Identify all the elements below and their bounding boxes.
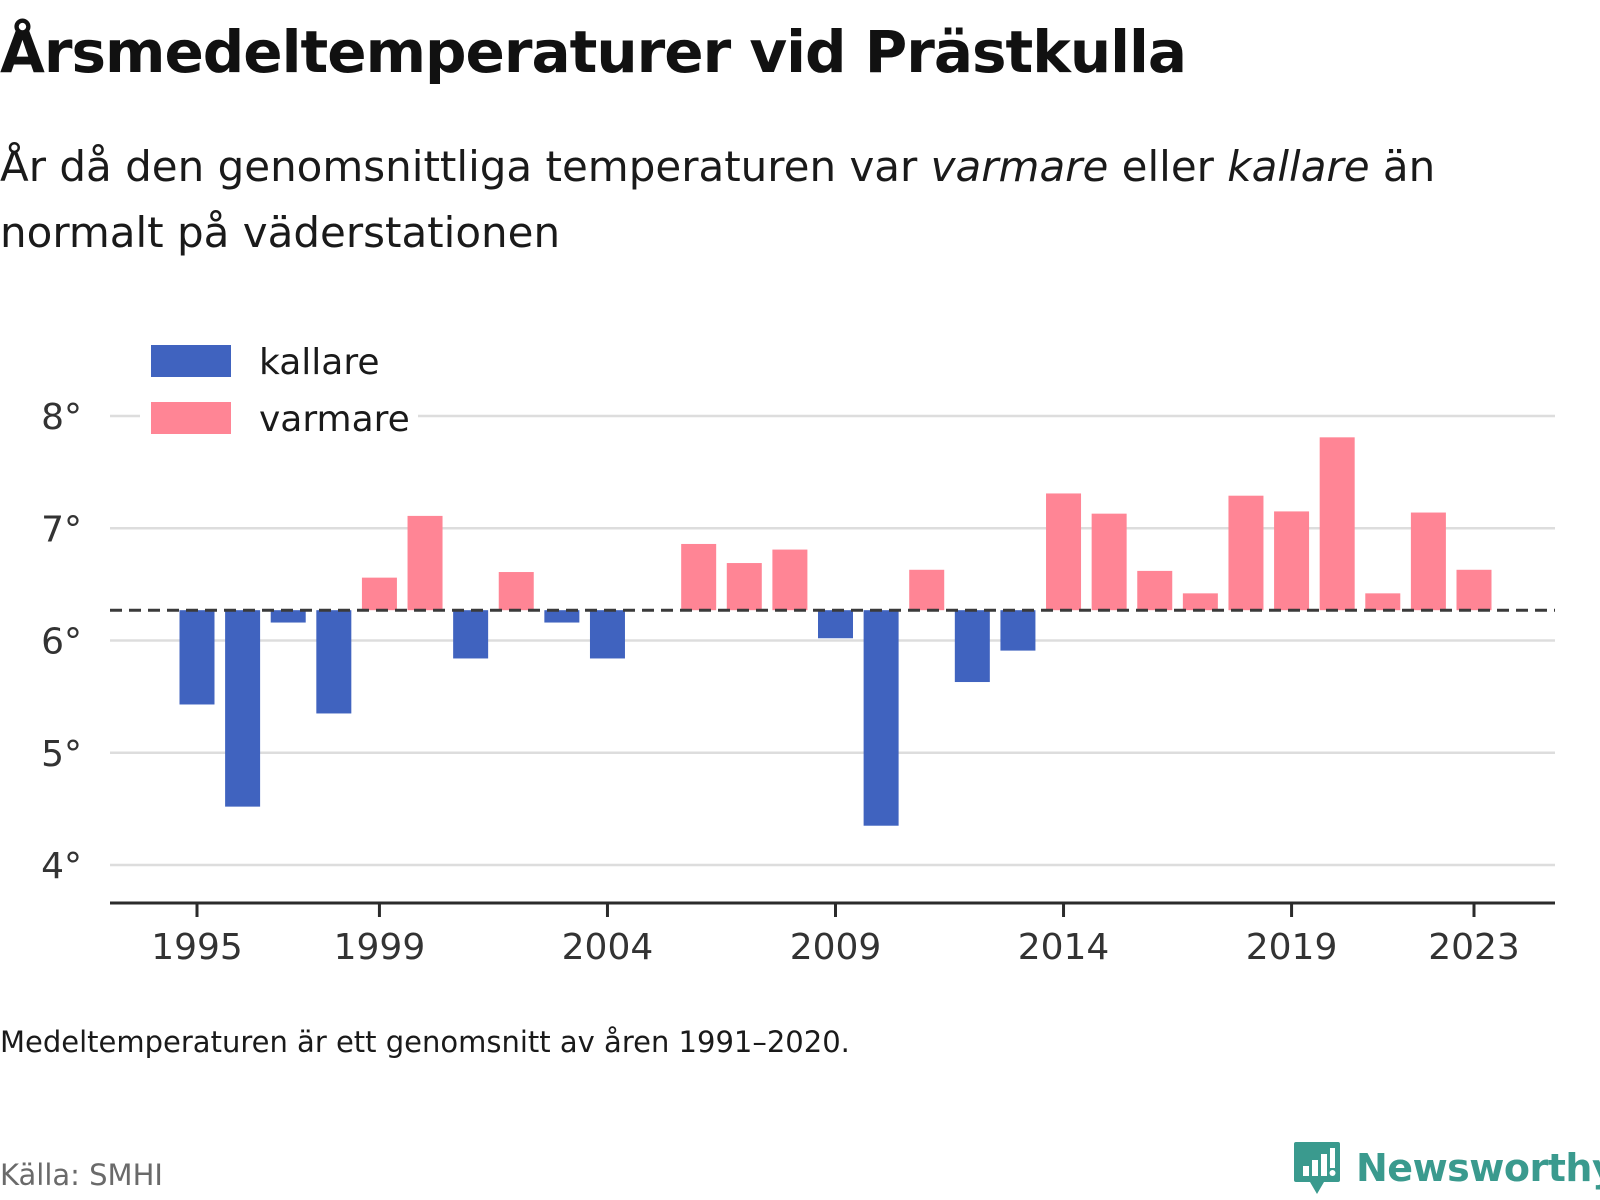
chart-subtitle: År då den genomsnittliga temperaturen va… <box>0 134 1540 266</box>
bar-1995 <box>179 610 215 705</box>
x-tick-label: 1999 <box>334 927 426 968</box>
bar-2000 <box>407 515 443 611</box>
bar-2023 <box>1456 569 1492 611</box>
bars <box>179 437 1492 826</box>
subtitle-colder: kallare <box>1227 142 1370 191</box>
bar-2017 <box>1182 593 1218 611</box>
source-label: Källa: SMHI <box>0 1158 163 1192</box>
bar-2013 <box>1000 610 1036 651</box>
y-tick-label: 7° <box>41 509 82 550</box>
legend-label: kallare <box>259 342 380 383</box>
footnote: Medeltemperaturen är ett genomsnitt av å… <box>0 1025 850 1059</box>
x-tick-label: 2004 <box>562 927 654 968</box>
chart-title: Årsmedeltemperaturer vid Prästkulla <box>0 18 1187 86</box>
y-axis-labels: 4° 5° 6° 7° 8° <box>41 397 82 887</box>
y-tick-label: 5° <box>41 734 82 775</box>
brand-name: Newsworthy <box>1356 1146 1600 1190</box>
legend-swatch <box>151 345 231 377</box>
legend-label: varmare <box>259 399 410 440</box>
bar-2018 <box>1228 495 1264 611</box>
y-tick-label: 8° <box>41 397 82 438</box>
bar-2014 <box>1046 493 1082 611</box>
x-axis: 1995 1999 2004 2009 2014 2019 2023 <box>110 901 1555 968</box>
bar-2007 <box>726 563 762 611</box>
bar-2002 <box>498 572 534 611</box>
x-tick-label: 2009 <box>790 927 882 968</box>
subtitle-text: År då den genomsnittliga temperaturen va… <box>0 142 931 191</box>
x-tick-label: 2023 <box>1428 927 1520 968</box>
bar-2001 <box>453 610 489 659</box>
bar-2012 <box>954 610 990 683</box>
bar-2022 <box>1410 512 1446 611</box>
subtitle-text: än normalt på väderstationen <box>0 142 1436 257</box>
bar-2009 <box>818 610 853 639</box>
bar-1996 <box>225 610 261 807</box>
y-tick-label: 6° <box>41 622 82 663</box>
bar-2020 <box>1319 437 1355 611</box>
bar-2008 <box>772 549 808 611</box>
bar-1997 <box>270 610 306 623</box>
bar-2004 <box>589 610 625 659</box>
bar-2021 <box>1365 593 1401 611</box>
bar-2015 <box>1091 513 1127 611</box>
legend: kallare varmare <box>140 342 418 468</box>
subtitle-text: eller <box>1108 142 1228 191</box>
bar-2006 <box>681 543 717 611</box>
legend-swatch <box>151 402 231 434</box>
x-tick-label: 2019 <box>1246 927 1338 968</box>
x-tick-label: 2014 <box>1018 927 1110 968</box>
bar-2011 <box>909 569 945 611</box>
bar-2003 <box>544 610 580 623</box>
subtitle-warmer: varmare <box>930 142 1109 191</box>
temperature-bar-chart: 4°5°6°7°8° 1995 1999 2004 2009 2014 2019 2023 … <box>41 342 1555 968</box>
brand-logo: Newsworthy <box>1292 1140 1600 1196</box>
bar-2016 <box>1137 570 1173 611</box>
bar-2019 <box>1274 511 1310 611</box>
bar-1998 <box>316 610 352 714</box>
bar-2010 <box>863 610 899 826</box>
newsworthy-logo-icon <box>1294 1142 1340 1194</box>
y-tick-label: 4° <box>41 846 82 887</box>
x-tick-label: 1995 <box>151 927 243 968</box>
bar-1999 <box>361 577 397 611</box>
